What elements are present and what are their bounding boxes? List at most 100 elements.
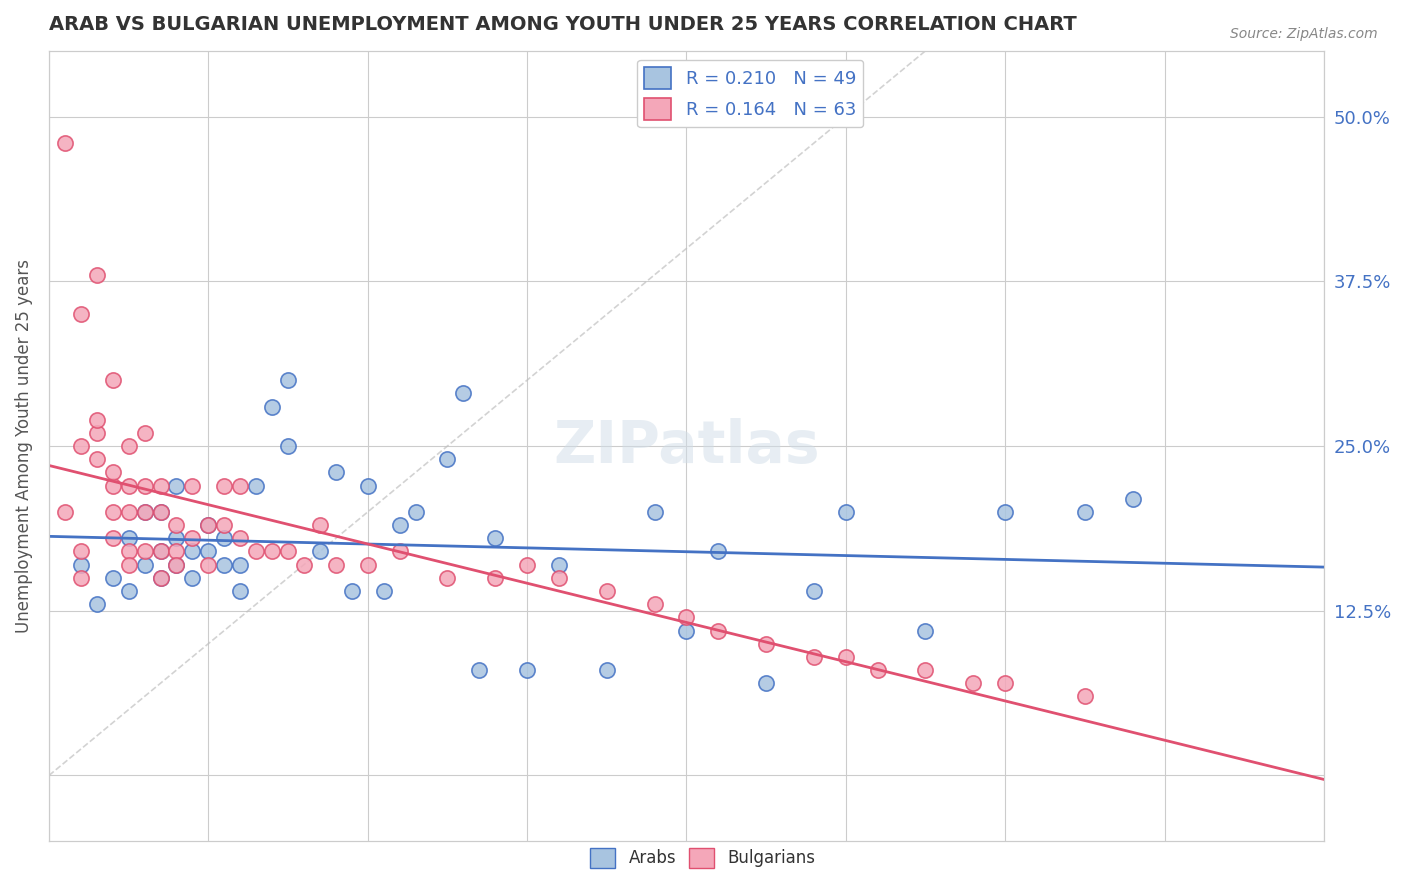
Point bbox=[388, 518, 411, 533]
Point bbox=[1074, 690, 1097, 704]
Legend: Arabs, Bulgarians: Arabs, Bulgarians bbox=[583, 841, 823, 875]
Point bbox=[166, 531, 188, 545]
Point bbox=[166, 558, 188, 572]
Point bbox=[101, 373, 124, 387]
Point bbox=[70, 571, 93, 585]
Legend: R = 0.210   N = 49, R = 0.164   N = 63: R = 0.210 N = 49, R = 0.164 N = 63 bbox=[637, 60, 863, 128]
Point bbox=[134, 505, 156, 519]
Point bbox=[245, 478, 267, 492]
Point bbox=[803, 584, 825, 599]
Point bbox=[1122, 491, 1144, 506]
Point bbox=[149, 505, 172, 519]
Point bbox=[675, 610, 697, 624]
Point bbox=[166, 478, 188, 492]
Point bbox=[149, 478, 172, 492]
Point bbox=[596, 663, 619, 677]
Point bbox=[86, 597, 108, 611]
Point bbox=[101, 505, 124, 519]
Point bbox=[134, 478, 156, 492]
Point bbox=[644, 597, 666, 611]
Point bbox=[357, 478, 380, 492]
Point bbox=[118, 478, 141, 492]
Point bbox=[866, 663, 889, 677]
Point bbox=[484, 531, 506, 545]
Point bbox=[309, 518, 332, 533]
Point bbox=[292, 558, 315, 572]
Text: ZIPatlas: ZIPatlas bbox=[553, 417, 820, 475]
Point bbox=[325, 558, 347, 572]
Point bbox=[373, 584, 395, 599]
Point bbox=[149, 544, 172, 558]
Point bbox=[835, 649, 858, 664]
Point bbox=[388, 544, 411, 558]
Point bbox=[197, 518, 219, 533]
Point bbox=[516, 558, 538, 572]
Y-axis label: Unemployment Among Youth under 25 years: Unemployment Among Youth under 25 years bbox=[15, 259, 32, 633]
Point bbox=[262, 544, 284, 558]
Point bbox=[755, 637, 778, 651]
Point bbox=[357, 558, 380, 572]
Point bbox=[675, 624, 697, 638]
Text: ARAB VS BULGARIAN UNEMPLOYMENT AMONG YOUTH UNDER 25 YEARS CORRELATION CHART: ARAB VS BULGARIAN UNEMPLOYMENT AMONG YOU… bbox=[49, 15, 1077, 34]
Point bbox=[118, 531, 141, 545]
Point bbox=[245, 544, 267, 558]
Point bbox=[229, 531, 252, 545]
Point bbox=[755, 676, 778, 690]
Point bbox=[86, 452, 108, 467]
Point bbox=[994, 676, 1017, 690]
Point bbox=[596, 584, 619, 599]
Point bbox=[118, 544, 141, 558]
Point bbox=[181, 478, 204, 492]
Point bbox=[214, 478, 236, 492]
Point bbox=[803, 649, 825, 664]
Point bbox=[453, 386, 475, 401]
Point bbox=[229, 558, 252, 572]
Point bbox=[53, 136, 76, 150]
Point bbox=[149, 571, 172, 585]
Point bbox=[277, 544, 299, 558]
Point bbox=[149, 571, 172, 585]
Point bbox=[70, 544, 93, 558]
Point bbox=[149, 544, 172, 558]
Point bbox=[181, 531, 204, 545]
Point bbox=[214, 531, 236, 545]
Point bbox=[197, 518, 219, 533]
Point bbox=[101, 571, 124, 585]
Point bbox=[229, 478, 252, 492]
Point bbox=[548, 571, 571, 585]
Point bbox=[166, 558, 188, 572]
Point bbox=[181, 544, 204, 558]
Point bbox=[134, 544, 156, 558]
Point bbox=[86, 425, 108, 440]
Point bbox=[118, 505, 141, 519]
Point bbox=[149, 505, 172, 519]
Point bbox=[277, 439, 299, 453]
Point bbox=[86, 413, 108, 427]
Point bbox=[962, 676, 984, 690]
Point bbox=[994, 505, 1017, 519]
Point bbox=[118, 584, 141, 599]
Point bbox=[1074, 505, 1097, 519]
Point bbox=[53, 505, 76, 519]
Point bbox=[101, 531, 124, 545]
Point bbox=[101, 466, 124, 480]
Point bbox=[197, 558, 219, 572]
Point bbox=[86, 268, 108, 282]
Point bbox=[277, 373, 299, 387]
Point bbox=[70, 439, 93, 453]
Point bbox=[134, 558, 156, 572]
Point bbox=[118, 558, 141, 572]
Point bbox=[166, 544, 188, 558]
Point bbox=[166, 518, 188, 533]
Point bbox=[70, 558, 93, 572]
Point bbox=[70, 307, 93, 321]
Point bbox=[214, 518, 236, 533]
Point bbox=[262, 400, 284, 414]
Point bbox=[214, 558, 236, 572]
Point bbox=[405, 505, 427, 519]
Point bbox=[707, 544, 730, 558]
Point bbox=[548, 558, 571, 572]
Point bbox=[118, 439, 141, 453]
Point bbox=[436, 571, 458, 585]
Point bbox=[340, 584, 363, 599]
